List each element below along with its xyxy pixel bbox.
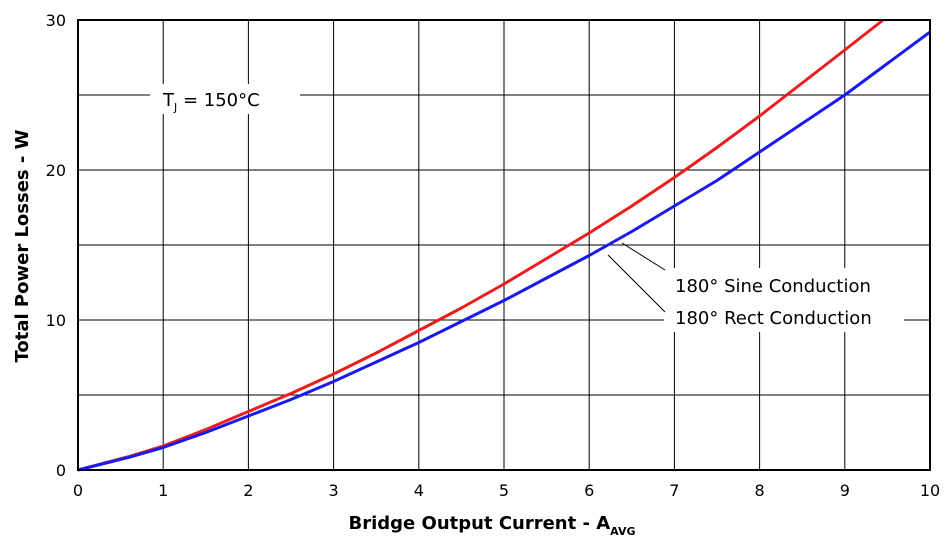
- y-tick-label: 10: [46, 311, 66, 330]
- x-axis-title-main: Bridge Output Current - A: [349, 513, 611, 534]
- x-tick-label: 3: [329, 481, 339, 500]
- y-axis-title: Total Power Losses - W: [12, 129, 33, 362]
- x-tick-label: 5: [499, 481, 509, 500]
- y-tick-label: 20: [46, 161, 66, 180]
- rect-callout-line: [607, 254, 666, 313]
- tick-labels: 0 1 2 3 4 5 6 7 8 9 10 0 10 20 30: [46, 11, 941, 500]
- x-axis-title-sub: AVG: [610, 525, 635, 538]
- legend-sine-label: 180° Sine Conduction: [675, 276, 871, 297]
- x-tick-label: 8: [755, 481, 765, 500]
- x-tick-label: 2: [243, 481, 253, 500]
- x-axis-title: Bridge Output Current - AAVG: [349, 513, 636, 538]
- series-layer: [77, 18, 931, 472]
- tj-annotation-prefix: T: [162, 90, 175, 111]
- x-tick-label: 6: [584, 481, 594, 500]
- tj-annotation-sub: J: [173, 101, 177, 114]
- y-tick-label: 30: [46, 11, 66, 30]
- series-line-sine: [77, 18, 885, 472]
- x-tick-label: 10: [920, 481, 940, 500]
- tj-annotation-suffix: = 150°C: [177, 90, 259, 111]
- legend-background: [664, 268, 904, 332]
- y-tick-label: 0: [56, 461, 66, 480]
- x-tick-label: 1: [158, 481, 168, 500]
- plot-frame: [77, 19, 931, 471]
- series-line-rect: [77, 30, 931, 472]
- tj-annotation: TJ = 150°C: [162, 90, 260, 114]
- x-tick-label: 4: [414, 481, 424, 500]
- legend-rect-label: 180° Rect Conduction: [675, 308, 872, 329]
- x-tick-label: 7: [669, 481, 679, 500]
- x-tick-label: 9: [840, 481, 850, 500]
- sine-callout-line: [621, 242, 666, 271]
- annotation-box: [150, 84, 300, 114]
- x-tick-label: 0: [73, 481, 83, 500]
